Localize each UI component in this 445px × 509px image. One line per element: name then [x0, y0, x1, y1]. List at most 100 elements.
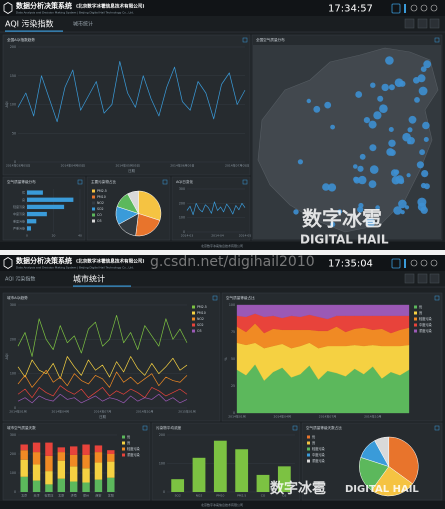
panel-menu[interactable] — [142, 425, 148, 431]
legend-swatch — [92, 201, 95, 205]
map-marker[interactable] — [420, 206, 428, 214]
map-marker[interactable] — [407, 140, 412, 145]
map-marker[interactable] — [414, 97, 420, 103]
map-marker[interactable] — [358, 175, 367, 185]
map-marker[interactable] — [359, 153, 366, 160]
map-marker[interactable] — [381, 83, 389, 92]
map-marker[interactable] — [400, 210, 405, 215]
x-tick-label: 郑州 — [83, 493, 89, 498]
panel-menu[interactable] — [242, 37, 248, 43]
status-icon[interactable] — [391, 3, 401, 14]
map-marker[interactable] — [398, 199, 407, 209]
map-marker[interactable] — [370, 82, 376, 88]
status-icon[interactable] — [404, 259, 406, 268]
tab-active[interactable]: AQI 污染指数 — [5, 19, 54, 29]
map-marker[interactable] — [330, 221, 336, 227]
toolbar-button[interactable] — [417, 273, 428, 284]
map-marker[interactable] — [297, 159, 303, 165]
map-marker[interactable] — [408, 115, 417, 124]
map-marker[interactable] — [327, 183, 337, 192]
map-marker[interactable] — [420, 66, 427, 72]
toolbar-button[interactable] — [429, 18, 440, 29]
map-marker[interactable] — [423, 137, 429, 142]
map-marker[interactable] — [353, 164, 358, 169]
bar-segment — [82, 454, 90, 469]
window-button[interactable] — [430, 259, 438, 267]
toolbar-button[interactable] — [404, 273, 415, 284]
window-button[interactable] — [430, 4, 438, 12]
map-marker[interactable] — [363, 117, 370, 124]
panel-menu[interactable] — [162, 179, 168, 185]
legend-swatch — [92, 219, 95, 223]
bar-segment — [20, 476, 28, 492]
map-marker[interactable] — [379, 104, 388, 113]
map-marker[interactable] — [419, 149, 425, 156]
map-marker[interactable] — [389, 149, 396, 156]
map-marker[interactable] — [353, 176, 359, 182]
toolbar-button[interactable] — [404, 18, 415, 29]
map-marker[interactable] — [369, 144, 377, 152]
map-marker[interactable] — [422, 121, 430, 130]
map-marker[interactable] — [388, 127, 394, 132]
bar — [27, 211, 47, 217]
map-marker[interactable] — [423, 183, 430, 190]
map-marker[interactable] — [373, 111, 382, 120]
map-marker[interactable] — [375, 205, 380, 210]
panel-menu[interactable] — [292, 425, 298, 431]
window-button[interactable] — [420, 4, 428, 12]
map-marker[interactable] — [306, 98, 311, 104]
map-marker[interactable] — [423, 60, 432, 69]
tab[interactable]: 城市统计 — [73, 21, 93, 28]
y-tick-label: 100 — [179, 216, 185, 220]
map-marker[interactable] — [406, 173, 411, 178]
map-marker[interactable] — [377, 95, 384, 102]
tab[interactable]: AQI 污染指数 — [5, 276, 35, 283]
map-marker[interactable] — [358, 202, 364, 209]
toolbar-button[interactable] — [429, 273, 440, 284]
panel-menu[interactable] — [434, 37, 440, 43]
status-icon[interactable] — [391, 258, 401, 269]
legend-swatch — [92, 213, 95, 217]
window-button[interactable] — [420, 259, 428, 267]
map-marker[interactable] — [368, 120, 377, 129]
map-marker[interactable] — [417, 197, 427, 207]
panel-menu[interactable] — [77, 179, 83, 185]
map-marker[interactable] — [421, 170, 429, 178]
map-marker[interactable] — [357, 165, 364, 172]
map-marker[interactable] — [395, 175, 404, 184]
map-marker[interactable] — [293, 209, 299, 215]
map-marker[interactable] — [416, 161, 424, 169]
map-marker[interactable] — [407, 127, 413, 133]
map-marker[interactable] — [393, 206, 402, 215]
map-marker[interactable] — [417, 74, 426, 83]
panel-menu[interactable] — [434, 425, 440, 431]
map-marker[interactable] — [322, 183, 330, 191]
map-marker[interactable] — [388, 139, 396, 147]
watermark-logo-en: DIGITAL HAIL — [345, 484, 419, 495]
map-marker[interactable] — [418, 86, 428, 96]
status-icon[interactable] — [404, 4, 406, 13]
data-line — [17, 369, 188, 388]
map-marker[interactable] — [357, 206, 364, 213]
map-marker[interactable] — [368, 180, 377, 189]
map-marker[interactable] — [369, 165, 379, 174]
map-marker[interactable] — [365, 218, 375, 228]
tab-active[interactable]: 城市统计 — [73, 274, 105, 284]
map-marker[interactable] — [337, 209, 343, 214]
window-button[interactable] — [410, 259, 418, 267]
map-marker[interactable] — [394, 78, 404, 87]
y-tick-label: 100 — [159, 462, 165, 466]
map-marker[interactable] — [388, 84, 395, 91]
panel-menu[interactable] — [242, 179, 248, 185]
map-marker[interactable] — [393, 169, 400, 175]
toolbar-button[interactable] — [417, 18, 428, 29]
map-marker[interactable] — [330, 124, 335, 130]
panel-menu[interactable] — [434, 295, 440, 301]
map-marker[interactable] — [355, 91, 363, 98]
map-marker[interactable] — [313, 105, 321, 113]
window-button[interactable] — [410, 4, 418, 12]
map-marker[interactable] — [324, 101, 332, 109]
panel-menu[interactable] — [212, 295, 218, 301]
map-marker[interactable] — [385, 56, 394, 65]
x-tick-label: 2014年10月 — [364, 414, 381, 419]
